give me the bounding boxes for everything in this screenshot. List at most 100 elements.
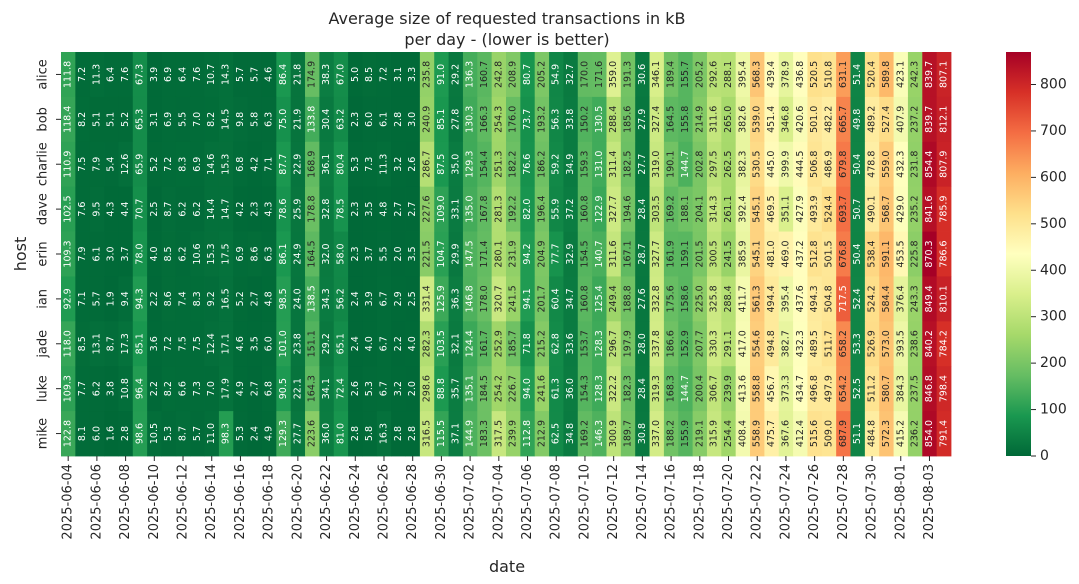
heatmap-cell: [807, 186, 823, 232]
cell-value-label: 32.1: [450, 333, 461, 354]
heatmap-cell: [75, 141, 91, 188]
cell-value-label: 7.3: [192, 381, 203, 396]
heatmap-cells: [61, 52, 952, 457]
heatmap-cell: [678, 231, 694, 277]
heatmap-cell: [592, 141, 607, 188]
cell-value-label: 62.5: [551, 423, 562, 444]
cell-value-label: 296.7: [608, 330, 619, 357]
heatmap-cell: [132, 186, 148, 232]
cell-value-label: 3.7: [120, 246, 131, 261]
heatmap-cell: [290, 186, 306, 232]
cell-value-label: 584.4: [881, 285, 892, 312]
y-tick-label: erin: [36, 241, 51, 266]
cell-value-label: 2.3: [350, 246, 361, 261]
heatmap-cell: [549, 186, 564, 232]
heatmap-cell: [132, 231, 148, 277]
cell-value-label: 4.8: [264, 291, 275, 306]
cell-value-label: 239.9: [723, 375, 734, 402]
heatmap-cell: [61, 52, 76, 98]
cell-value-label: 22.1: [292, 378, 303, 399]
heatmap-cell: [778, 231, 794, 277]
cell-value-label: 359.0: [608, 61, 619, 88]
cell-value-label: 14.5: [221, 109, 232, 130]
cell-value-label: 1.6: [106, 426, 117, 441]
heatmap-cell: [534, 231, 550, 277]
cell-value-label: 395.4: [737, 61, 748, 88]
heatmap-cell: [850, 276, 866, 322]
cell-value-label: 520.5: [809, 61, 820, 88]
x-tick-label: 2025-06-06: [89, 464, 104, 540]
cell-value-label: 8.6: [249, 246, 260, 261]
heatmap-cell: [735, 276, 751, 322]
cell-value-label: 444.5: [795, 151, 806, 178]
heatmap-cell: [649, 186, 665, 232]
heatmap-cell: [190, 321, 205, 367]
cell-value-label: 524.4: [823, 196, 834, 223]
heatmap-cell: [233, 366, 249, 412]
heatmap-cell: [434, 141, 449, 188]
heatmap-cell: [161, 411, 177, 457]
y-tick-label: alice: [36, 59, 51, 89]
cell-value-label: 184.5: [479, 375, 490, 402]
heatmap-cell: [735, 96, 751, 143]
cell-value-label: 70.7: [134, 199, 145, 220]
cell-value-label: 25.9: [292, 199, 303, 220]
x-tick-label: 2025-08-03: [922, 464, 937, 540]
heatmap-cell: [305, 141, 320, 188]
x-tick-label: 2025-06-28: [405, 464, 420, 540]
heatmap-cell: [592, 231, 607, 277]
cell-value-label: 153.7: [579, 330, 590, 357]
cell-value-label: 4.9: [264, 426, 275, 441]
cell-value-label: 101.0: [278, 330, 289, 357]
heatmap-cell: [520, 141, 536, 188]
heatmap-cell: [764, 186, 780, 232]
heatmap-cell: [649, 96, 665, 143]
heatmap-cell: [104, 366, 119, 412]
cell-value-label: 300.5: [709, 240, 720, 267]
cell-value-label: 254.4: [723, 420, 734, 447]
cell-value-label: 238.6: [910, 330, 921, 357]
heatmap-cell: [706, 321, 722, 367]
heatmap-cell: [692, 366, 708, 412]
cell-value-label: 14.7: [221, 199, 232, 220]
heatmap-cell: [305, 411, 320, 457]
heatmap-cell: [391, 321, 406, 367]
heatmap-cell: [692, 231, 708, 277]
cell-value-label: 5.7: [235, 67, 246, 82]
heatmap-cell: [506, 411, 521, 457]
cell-value-label: 50.4: [852, 243, 863, 264]
heatmap-cell: [549, 141, 564, 188]
cell-value-label: 32.8: [321, 199, 332, 220]
cell-value-label: 191.3: [623, 61, 634, 88]
heatmap-cell: [491, 231, 507, 277]
heatmap-cell: [678, 321, 694, 367]
cell-value-label: 167.8: [479, 196, 490, 223]
cell-value-label: 2.5: [149, 202, 160, 217]
cell-value-label: 239.9: [508, 420, 519, 447]
x-tick-label: 2025-06-04: [61, 464, 76, 540]
heatmap-cell: [635, 411, 650, 457]
heatmap-cell: [721, 366, 737, 412]
heatmap-cell: [764, 141, 780, 188]
heatmap-cell: [807, 141, 823, 188]
cell-value-label: 249.4: [608, 285, 619, 312]
cell-value-label: 166.3: [479, 106, 490, 133]
cell-value-label: 7.3: [364, 157, 375, 172]
heatmap-cell: [549, 321, 564, 367]
heatmap-cell: [75, 186, 91, 232]
heatmap-cell: [764, 321, 780, 367]
cell-value-label: 558.8: [752, 375, 763, 402]
cell-value-label: 7.0: [206, 381, 217, 396]
cell-value-label: 33.6: [565, 333, 576, 354]
heatmap-cell: [147, 411, 162, 457]
heatmap-cell: [821, 141, 837, 188]
cell-value-label: 235.2: [910, 196, 921, 223]
heatmap-cell: [448, 52, 464, 98]
colorbar-tick-label: 800: [1040, 77, 1067, 93]
heatmap-cell: [506, 231, 521, 277]
heatmap-cell: [118, 231, 134, 277]
cell-value-label: 434.7: [795, 375, 806, 402]
heatmap-cell: [247, 321, 263, 367]
heatmap-cell: [506, 276, 521, 322]
cell-value-label: 94.1: [522, 288, 533, 309]
